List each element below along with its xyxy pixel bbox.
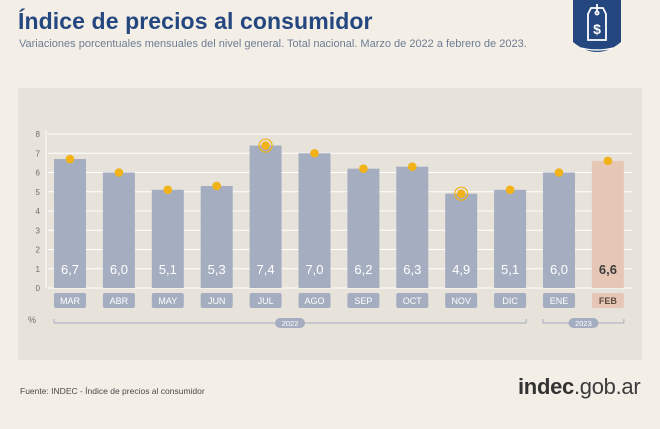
bar-value-label: 7,0 [305,262,323,277]
bar-jun[interactable] [200,185,233,288]
category-pill [347,293,380,308]
value-marker-dot [65,154,75,164]
value-marker-dot [505,185,515,195]
x-tick-label: FEB [599,296,618,306]
bar-ago[interactable] [298,153,331,288]
bar-ene[interactable] [543,172,575,289]
value-marker-dot [261,141,270,150]
y-tick-label: 6 [36,169,41,178]
chart-panel: 6,7 MAR 6,0 ABR 5,1 MAY 5,3 JUN 7,4 JUL 7,0 AGO 6,2 S… [18,88,642,360]
bar-sep[interactable] [347,168,380,288]
bar-value-label: 5,1 [501,262,519,277]
bar-mar[interactable] [54,159,86,288]
category-pill [445,293,478,308]
category-pill [591,293,624,308]
value-marker-dot [359,164,368,173]
value-marker-dot [310,148,319,158]
bar-value-label: 6,2 [354,262,372,277]
year-label: 2023 [575,319,592,328]
bar-chart: 6,7 MAR 6,0 ABR 5,1 MAY 5,3 JUN 7,4 JUL 7,0 AGO 6,2 S… [28,130,632,328]
y-tick-label: 2 [36,246,41,255]
y-tick-label: 8 [36,130,41,139]
dollar-sign-icon: $ [593,21,601,37]
category-pill [298,293,331,308]
bar-value-label: 6,0 [110,262,128,277]
ring-marker [454,186,469,201]
value-marker-dot [114,168,124,177]
logo-main: indec [518,374,574,399]
value-marker-dot [212,181,221,191]
bar-value-label: 4,9 [452,262,470,277]
bar-may[interactable] [151,189,184,288]
x-tick-label: SEP [354,296,372,306]
value-marker-dot [554,168,564,177]
price-tag-badge-icon: $ [573,0,621,52]
bar-nov[interactable] [445,193,478,288]
bar-value-label: 6,7 [61,262,79,277]
category-pill [54,293,86,308]
category-pill [494,293,527,308]
bar-dic[interactable] [494,189,527,288]
y-tick-label: 4 [36,207,41,216]
bar-value-label: 5,1 [159,262,177,277]
category-pill [543,293,575,308]
x-tick-label: JUL [258,296,274,306]
value-marker-dot [163,185,173,195]
bar-value-label: 6,6 [599,262,617,277]
y-axis-label: % [28,315,36,325]
year-pill [275,318,306,328]
category-pill [151,293,184,308]
category-pill [249,293,282,308]
logo-suffix: .gob.ar [573,374,641,399]
y-tick-label: 3 [36,226,41,235]
bar-oct[interactable] [396,166,429,288]
x-tick-label: OCT [403,296,423,306]
bar-jul[interactable] [249,145,282,288]
x-tick-label: JUN [208,296,226,306]
x-tick-label: MAY [158,296,177,306]
value-marker-dot [456,189,466,198]
y-tick-label: 0 [36,284,41,293]
value-marker-dot [603,156,613,166]
y-tick-label: 7 [36,149,41,158]
category-pill [200,293,233,308]
year-pill [568,318,599,328]
x-tick-label: MAR [60,296,81,306]
y-tick-label: 5 [36,188,41,197]
bar-value-label: 6,0 [550,262,568,277]
page-subtitle: Variaciones porcentuales mensuales del n… [19,38,527,50]
category-pill [396,293,429,308]
bar-value-label: 5,3 [208,262,226,277]
source-note: Fuente: INDEC - Índice de precios al con… [20,386,205,396]
x-tick-label: DIC [502,296,518,306]
category-pill [102,293,135,308]
bar-abr[interactable] [102,172,135,289]
page-title: Índice de precios al consumidor [18,8,373,34]
indec-logo[interactable]: indec.gob.ar [518,374,641,400]
ring-marker [258,138,273,153]
value-marker-dot [408,162,417,172]
bar-value-label: 6,3 [403,262,421,277]
bar-feb[interactable] [591,160,624,288]
x-tick-label: ENE [550,296,569,306]
y-tick-label: 1 [36,265,41,274]
bar-value-label: 7,4 [257,262,275,277]
year-label: 2022 [282,319,299,328]
x-tick-label: NOV [451,296,471,306]
x-tick-label: AGO [304,296,324,306]
x-tick-label: ABR [110,296,129,306]
